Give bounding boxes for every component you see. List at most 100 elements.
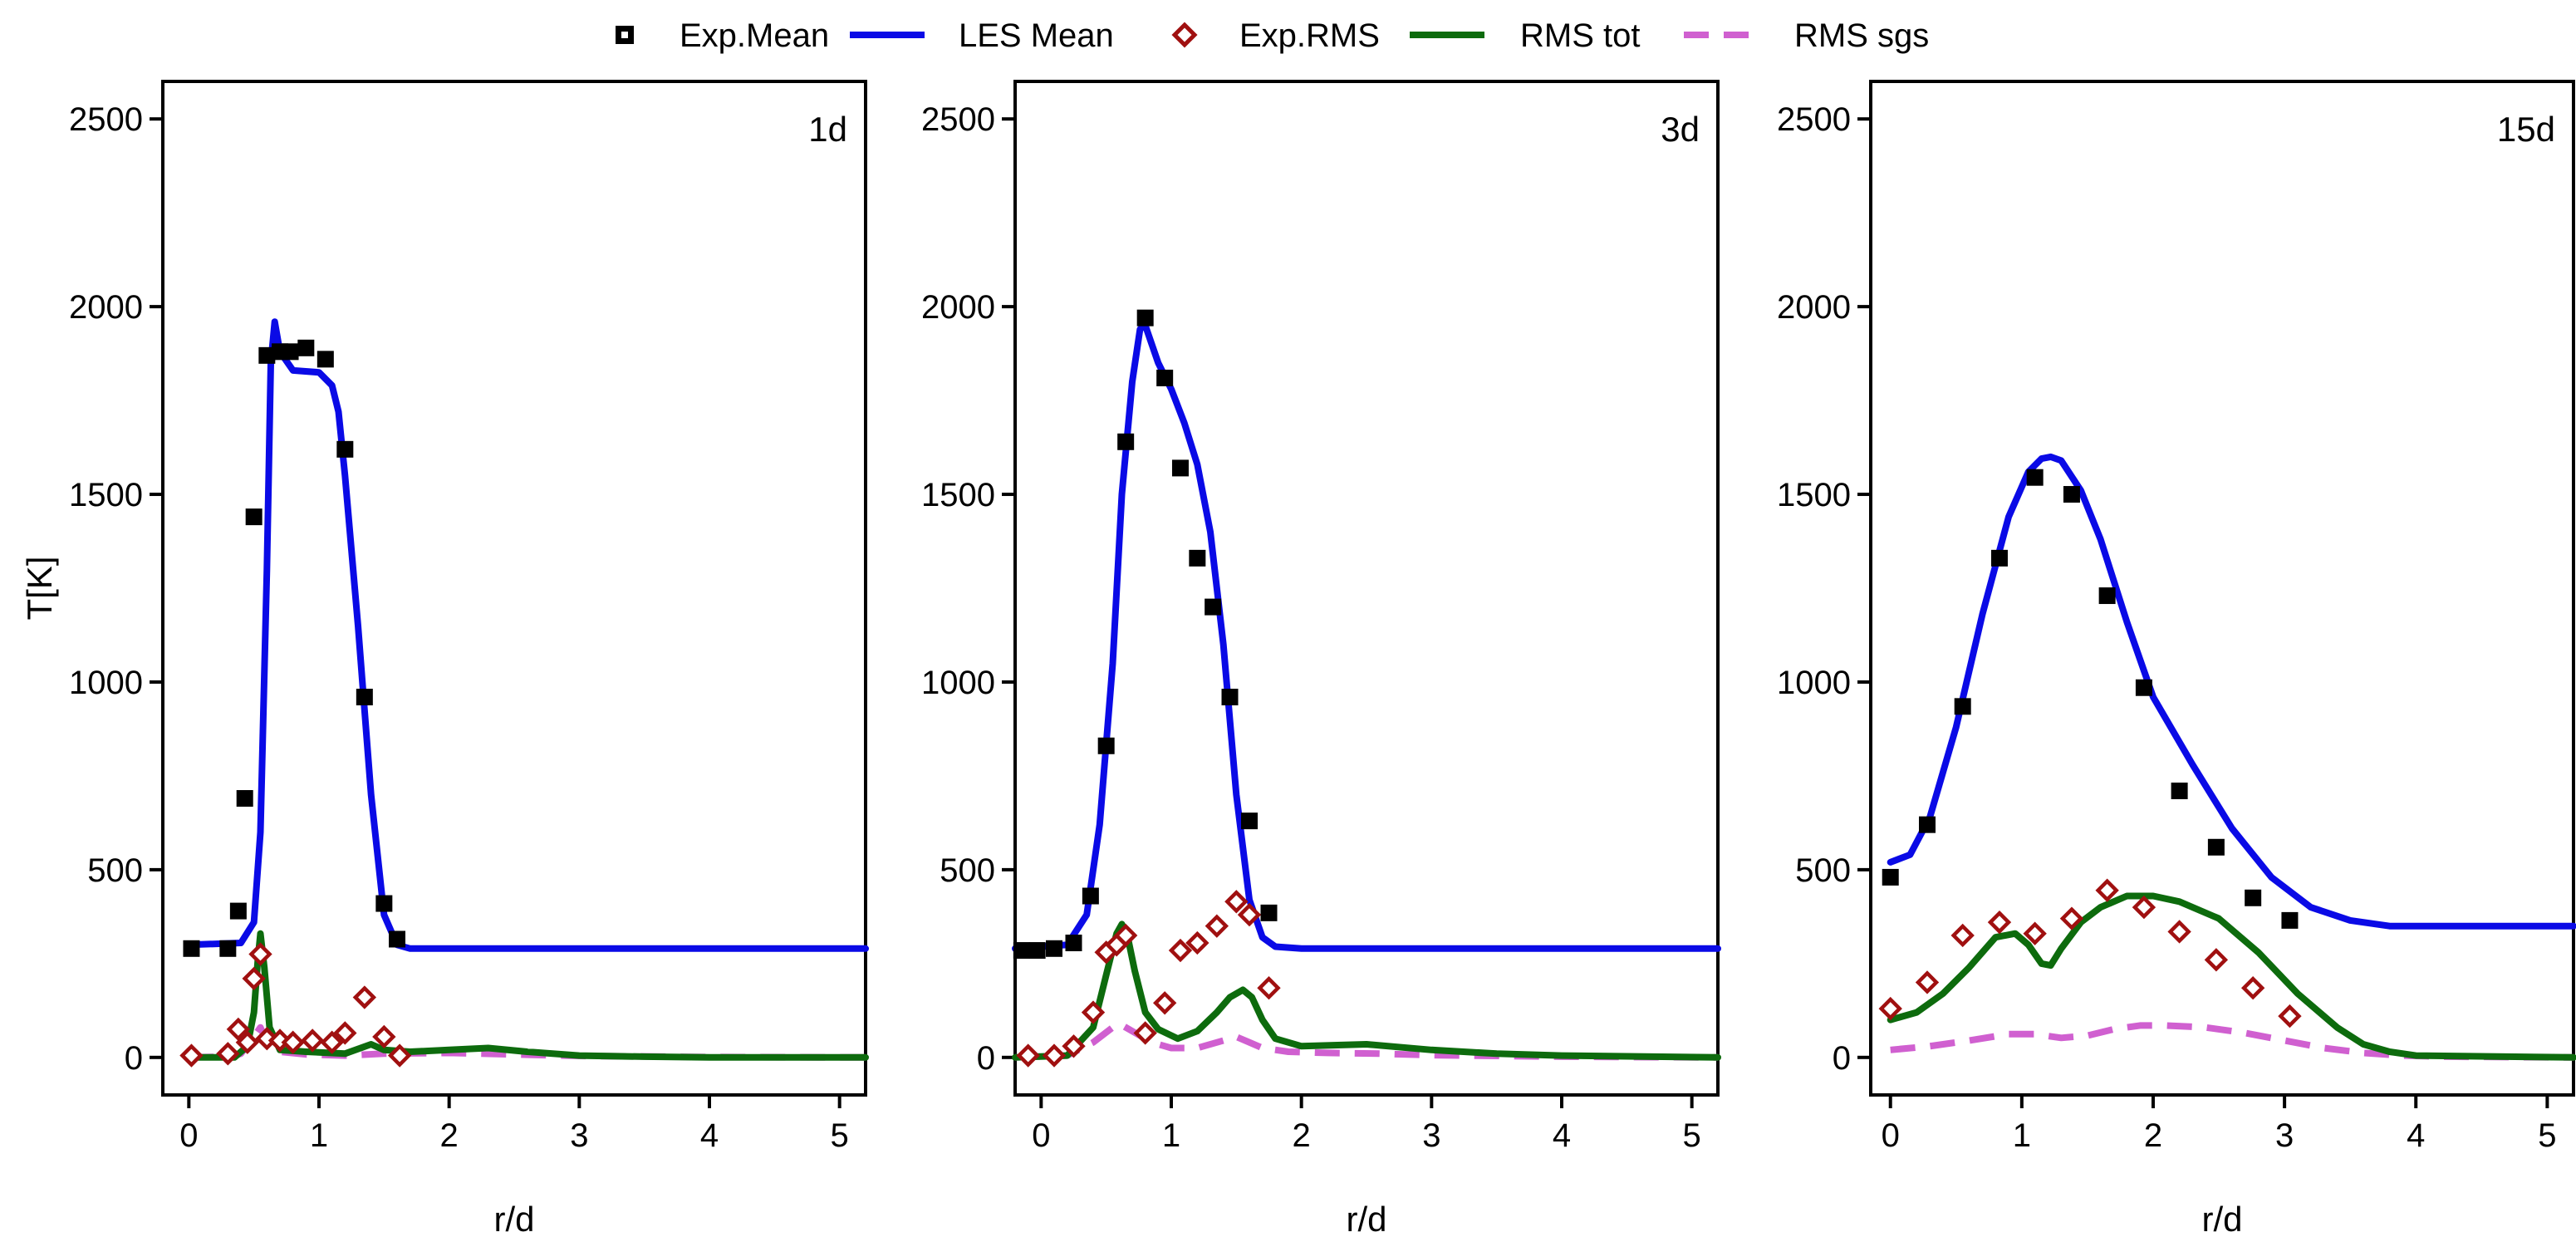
data-point-exp-mean xyxy=(1013,942,1030,960)
data-point-exp-rms xyxy=(372,1024,396,1049)
legend: Exp.Mean LES Mean Exp.RMS RMS tot RMS sgs xyxy=(616,17,1929,54)
data-point-exp-mean xyxy=(2207,838,2225,856)
series-line-rms-tot xyxy=(185,930,869,1061)
data-point-exp-rms xyxy=(2095,878,2119,902)
y-tick-label: 1000 xyxy=(69,665,143,701)
x-tick-label: 2 xyxy=(2144,1117,2162,1154)
legend-item-rms-tot: RMS tot xyxy=(1410,17,1640,54)
data-point-exp-mean xyxy=(2026,469,2044,486)
data-point-exp-mean xyxy=(1882,868,1899,886)
data-point-exp-rms xyxy=(2059,906,2084,930)
series-exp-rms xyxy=(179,942,412,1068)
data-point-exp-rms xyxy=(242,966,266,991)
y-tick-label: 500 xyxy=(87,852,143,889)
data-point-exp-mean xyxy=(1221,689,1239,706)
data-point-exp-rms xyxy=(1915,970,1940,994)
y-axis-label: T[K] xyxy=(20,556,59,620)
legend-item-exp-mean: Exp.Mean xyxy=(616,17,829,54)
series-line-les-mean xyxy=(1012,322,1721,952)
legend-marker-diamond xyxy=(1171,22,1198,48)
data-point-exp-rms xyxy=(1237,902,1262,927)
y-tick-label: 2500 xyxy=(921,101,995,138)
data-point-exp-rms xyxy=(352,985,377,1009)
data-point-exp-mean xyxy=(389,930,405,948)
y-tick-label: 2000 xyxy=(1777,289,1851,326)
data-point-exp-mean xyxy=(1990,549,2008,567)
series-line-rms-sgs xyxy=(1014,1020,1719,1061)
data-point-exp-rms xyxy=(1113,923,1138,948)
y-tick-label: 2000 xyxy=(921,289,995,326)
data-point-exp-mean xyxy=(245,508,263,526)
y-tick-label: 0 xyxy=(977,1040,995,1077)
data-point-exp-mean xyxy=(219,940,237,957)
y-tick-label: 2500 xyxy=(69,101,143,138)
x-tick-label: 0 xyxy=(179,1117,198,1154)
series-exp-rms xyxy=(1016,890,1281,1068)
x-tick-label: 4 xyxy=(1553,1117,1571,1154)
data-point-exp-rms xyxy=(1205,914,1229,938)
data-point-exp-mean xyxy=(1241,812,1258,830)
data-point-exp-rms xyxy=(1950,923,1975,948)
x-axis-label: r/d xyxy=(493,1200,534,1239)
y-tick-label: 500 xyxy=(940,852,995,889)
data-point-exp-rms xyxy=(320,1030,344,1054)
x-tick-label: 3 xyxy=(1422,1117,1440,1154)
series-rms-tot xyxy=(1887,892,2576,1061)
data-point-exp-mean xyxy=(297,339,315,356)
x-tick-label: 3 xyxy=(2275,1117,2294,1154)
x-axis-label: r/d xyxy=(1346,1200,1386,1239)
data-point-exp-rms xyxy=(179,1043,204,1068)
data-point-exp-rms xyxy=(2132,895,2156,920)
data-point-exp-rms xyxy=(333,1021,357,1045)
x-tick-label: 5 xyxy=(831,1117,849,1154)
data-point-exp-rms xyxy=(1081,1000,1106,1024)
data-point-exp-mean xyxy=(375,895,393,912)
panel-label: 15d xyxy=(2497,110,2555,149)
data-point-exp-rms xyxy=(2167,920,2191,944)
x-tick-label: 1 xyxy=(310,1117,328,1154)
x-tick-label: 5 xyxy=(2538,1117,2556,1154)
data-point-exp-rms xyxy=(1878,996,1902,1021)
data-point-exp-rms xyxy=(281,1030,305,1054)
data-point-exp-rms xyxy=(387,1043,412,1068)
data-point-exp-rms xyxy=(1224,890,1249,914)
data-point-exp-rms xyxy=(300,1028,325,1053)
data-point-exp-mean xyxy=(336,440,354,458)
data-point-exp-mean xyxy=(1082,887,1099,905)
data-point-exp-mean xyxy=(356,689,373,706)
data-point-exp-mean xyxy=(1136,309,1154,326)
x-tick-label: 4 xyxy=(700,1117,719,1154)
series-exp-rms xyxy=(1878,878,2302,1028)
data-point-exp-mean xyxy=(316,351,334,368)
legend-item-les-mean: LES Mean xyxy=(850,17,1114,54)
series-les-mean xyxy=(1887,453,2576,930)
x-tick-label: 2 xyxy=(1293,1117,1311,1154)
series-exp-mean xyxy=(1013,309,1278,960)
data-point-exp-mean xyxy=(1260,904,1278,921)
data-point-exp-rms xyxy=(1168,938,1193,963)
series-rms-sgs xyxy=(1890,1022,2574,1061)
series-rms-sgs xyxy=(1014,1020,1719,1061)
x-tick-label: 2 xyxy=(440,1117,459,1154)
data-point-exp-mean xyxy=(1028,942,1046,960)
data-point-exp-mean xyxy=(282,343,299,361)
data-point-exp-mean xyxy=(183,940,200,957)
data-point-exp-mean xyxy=(258,346,276,364)
series-exp-mean xyxy=(183,339,405,957)
data-point-exp-rms xyxy=(248,942,272,966)
legend-label: Exp.RMS xyxy=(1239,17,1380,54)
chart-panel-15d: 0 500 1000 1500 2000 2500 0 1 2 3 4 5 r/d 15d xyxy=(1777,80,2576,1239)
series-exp-mean xyxy=(1882,469,2299,929)
series-les-mean xyxy=(185,318,869,952)
y-tick-label: 1000 xyxy=(1777,665,1851,701)
y-tick-label: 1500 xyxy=(1777,477,1851,513)
data-point-exp-rms xyxy=(2023,921,2047,945)
data-point-exp-rms xyxy=(1062,1034,1086,1058)
data-point-exp-mean xyxy=(1156,369,1174,386)
chart-panel-3d: 0 500 1000 1500 2000 2500 0 1 2 3 4 5 r/d 3d xyxy=(921,80,1721,1239)
series-les-mean xyxy=(1012,322,1721,952)
data-point-exp-mean xyxy=(1954,698,1971,715)
data-point-exp-mean xyxy=(2171,783,2188,799)
series-rms-tot xyxy=(185,930,869,1061)
